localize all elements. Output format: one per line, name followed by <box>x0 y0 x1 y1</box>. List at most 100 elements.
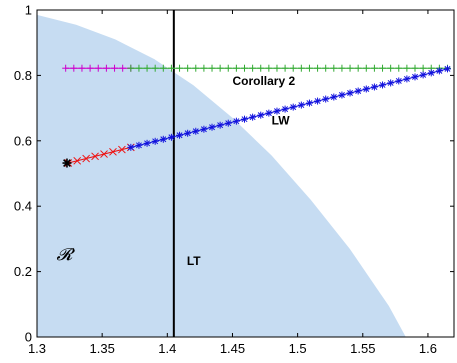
y-tick-label: 0.4 <box>14 199 32 214</box>
series-3-marker <box>200 125 208 133</box>
series-2-marker <box>118 145 126 154</box>
series-3-marker <box>411 73 419 81</box>
series-3-marker <box>265 109 273 117</box>
annotation-lt: LT <box>187 254 201 268</box>
series-1-marker <box>208 64 216 72</box>
series-3-marker <box>354 87 362 95</box>
series-2-marker <box>109 147 117 156</box>
y-tick-label: 0.6 <box>14 133 32 148</box>
series-1-marker <box>387 64 395 72</box>
series-1-marker <box>240 64 248 72</box>
series-3-marker <box>143 139 151 147</box>
series-1-marker <box>362 64 370 72</box>
marker-stroke <box>265 110 272 117</box>
marker-stroke <box>184 130 191 137</box>
marker-stroke <box>144 140 151 147</box>
series-1-marker <box>176 64 184 72</box>
marker-stroke <box>63 159 71 167</box>
series-1-marker <box>127 64 135 72</box>
series-3-marker <box>127 143 135 151</box>
series-1-marker <box>379 64 387 72</box>
marker-stroke <box>330 94 337 101</box>
series-3-marker <box>419 71 427 79</box>
series-1-marker <box>370 64 378 72</box>
marker-stroke <box>363 86 370 92</box>
series-1-marker <box>167 64 175 72</box>
series-2-line <box>68 146 131 164</box>
marker-stroke <box>73 156 82 165</box>
series-0-marker <box>62 64 70 72</box>
series-2-marker <box>73 156 82 165</box>
marker-stroke <box>249 114 256 121</box>
marker-stroke <box>217 122 224 129</box>
series-3-marker <box>403 75 411 83</box>
marker-stroke <box>176 132 183 139</box>
series-1-marker <box>200 64 208 72</box>
series-3-marker <box>370 83 378 91</box>
marker-stroke <box>225 120 232 127</box>
series-1-marker <box>354 64 362 72</box>
series-3-marker <box>435 67 443 75</box>
marker-stroke <box>135 142 142 149</box>
series-1-marker <box>322 64 330 72</box>
series-0-marker <box>119 64 127 72</box>
marker-stroke <box>395 77 402 84</box>
marker-stroke <box>257 112 264 119</box>
marker-stroke <box>168 134 175 141</box>
series-3-marker <box>273 107 281 115</box>
axes-frame <box>36 9 455 338</box>
series-0-marker <box>111 64 119 72</box>
marker-stroke <box>282 106 289 113</box>
x-tick-label: 1.5 <box>289 341 307 356</box>
series-0-marker <box>70 64 78 72</box>
series-3-marker <box>216 121 224 129</box>
marker-stroke <box>412 73 418 80</box>
marker-stroke <box>403 75 410 82</box>
series-3-marker <box>232 117 240 125</box>
plot-area: 1.3 1.35 1.4 1.45 1.5 1.55 1.6 0 0.2 0.4 0.6 0.8 1 Co… <box>14 3 455 356</box>
y-tick-label: 0.2 <box>14 264 32 279</box>
series-3-marker <box>224 119 232 127</box>
marker-stroke <box>371 83 378 90</box>
marker-stroke <box>152 138 159 145</box>
marker-stroke <box>306 100 313 107</box>
marker-stroke <box>298 102 305 109</box>
series-3-marker <box>167 133 175 141</box>
marker-stroke <box>387 79 394 86</box>
marker-stroke <box>82 154 90 163</box>
marker-stroke <box>109 147 117 156</box>
marker-stroke <box>314 98 321 105</box>
series-3-marker <box>346 89 354 97</box>
y-tick-label: 0 <box>25 330 32 345</box>
series-1-marker <box>184 64 192 72</box>
marker-stroke <box>347 90 354 96</box>
series-1-marker <box>232 64 240 72</box>
marker-stroke <box>444 65 451 72</box>
series-3-marker <box>362 85 370 93</box>
series-3-marker <box>330 93 338 101</box>
series-3-marker <box>208 123 216 131</box>
marker-stroke <box>100 150 108 158</box>
marker-stroke <box>209 124 215 131</box>
y-tick-label: 1 <box>25 3 32 18</box>
series-1-marker <box>403 64 411 72</box>
marker-stroke <box>91 152 99 161</box>
series-1-marker <box>395 64 403 72</box>
series-3-marker <box>322 95 330 103</box>
series-3-marker <box>257 111 265 119</box>
x-tick-label: 1.3 <box>28 341 46 356</box>
marker-stroke <box>200 126 207 133</box>
feasible-region <box>37 14 406 337</box>
series-3-marker <box>289 103 297 111</box>
annotation-corollary-2: Corollary 2 <box>232 74 295 88</box>
series-0-marker <box>102 64 110 72</box>
x-tick-label: 1.55 <box>350 341 375 356</box>
series-1-marker <box>314 64 322 72</box>
series-3-marker <box>135 141 143 149</box>
marker-stroke <box>233 118 240 125</box>
series-1-marker <box>224 64 232 72</box>
x-tick-label: 1.6 <box>419 341 437 356</box>
series-2-marker <box>82 154 90 163</box>
marker-stroke <box>420 71 427 78</box>
